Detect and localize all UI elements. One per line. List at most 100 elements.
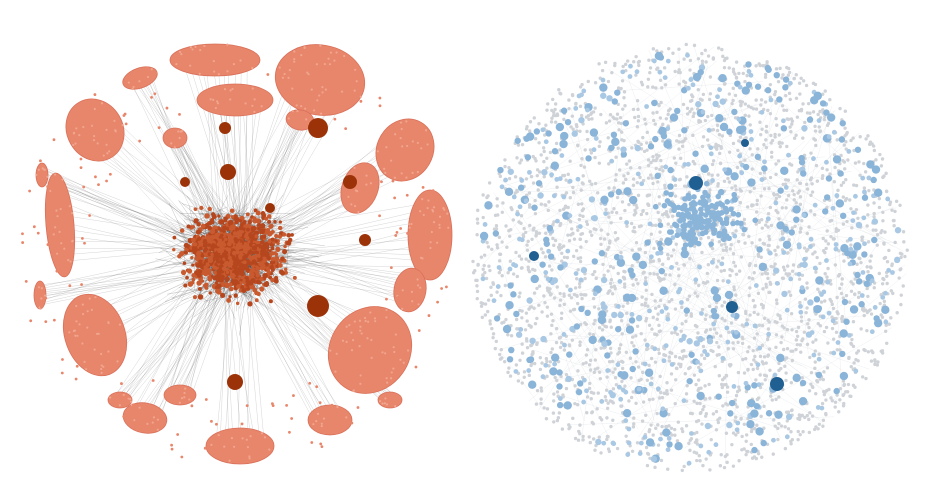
right-background-node [634, 241, 639, 245]
right-background-node [814, 163, 819, 168]
right-background-node [683, 81, 688, 85]
left-core-node [179, 228, 185, 233]
right-background-node [666, 222, 671, 226]
left-core-edge [236, 288, 239, 312]
right-background-node [717, 132, 722, 137]
right-background-node [517, 254, 522, 258]
right-background-node [706, 138, 710, 142]
right-background-node [661, 122, 665, 127]
left-core-node [255, 210, 261, 216]
left-peripheral-node [264, 105, 268, 109]
left-cluster-node [109, 396, 112, 399]
right-background-node [784, 206, 788, 210]
right-background-node [653, 122, 657, 126]
right-background-node [822, 117, 827, 122]
right-background-node [898, 203, 902, 207]
left-edge [239, 186, 360, 251]
right-background-node [533, 321, 538, 326]
right-background-node [704, 457, 708, 461]
right-background-node [636, 260, 640, 264]
right-background-node [546, 208, 550, 213]
right-background-node [822, 389, 826, 394]
right-background-node [552, 110, 556, 115]
left-core-node [265, 266, 271, 272]
left-hub-node [359, 234, 371, 246]
left-cluster-node [438, 223, 441, 226]
right-background-node [680, 468, 684, 473]
right-background-node [762, 404, 766, 409]
right-background-node [651, 259, 656, 263]
left-peripheral-node [333, 117, 337, 121]
left-cluster-node [386, 381, 389, 384]
left-peripheral-node [130, 70, 134, 74]
left-cluster-node [353, 320, 356, 323]
left-peripheral-node [308, 381, 312, 385]
left-cluster-node [352, 338, 355, 342]
left-cluster-node [105, 143, 108, 146]
left-core-node [198, 246, 203, 251]
right-background-node [585, 411, 589, 415]
right-background-node [779, 340, 783, 345]
left-core-node [210, 235, 215, 239]
left-cluster-node [183, 396, 186, 399]
right-background-node [567, 426, 571, 431]
left-core-node [262, 234, 267, 239]
right-edge [800, 116, 830, 152]
right-background-node [555, 112, 560, 116]
left-core-node [225, 279, 229, 283]
right-background-node [711, 159, 716, 163]
right-background-node [576, 268, 580, 272]
right-background-node [838, 348, 842, 352]
right-background-node [880, 349, 885, 353]
right-background-node [868, 259, 872, 263]
right-background-node [671, 214, 675, 218]
right-background-node [873, 362, 877, 367]
right-background-node [487, 264, 491, 268]
right-background-node [871, 350, 875, 355]
right-background-node [543, 274, 548, 278]
left-cluster-node [130, 400, 133, 403]
right-background-node [658, 396, 662, 400]
left-cluster-node [68, 331, 71, 334]
right-background-node [823, 271, 827, 276]
left-peripheral-node [52, 138, 56, 142]
right-background-node [780, 104, 785, 108]
right-background-node [653, 332, 657, 336]
left-cluster-node [67, 259, 70, 262]
right-background-node [481, 273, 485, 277]
right-background-node [745, 449, 749, 454]
left-core-node [211, 243, 216, 248]
left-peripheral-node [318, 401, 322, 405]
right-background-node [866, 294, 870, 299]
left-cluster-node [198, 72, 201, 75]
right-background-node [640, 83, 645, 87]
right-background-node [659, 100, 663, 105]
right-background-node [813, 138, 818, 142]
right-background-node [854, 357, 858, 362]
right-background-node [790, 328, 794, 332]
left-core-node [239, 270, 245, 277]
left-cluster-node [179, 130, 182, 133]
right-background-node [479, 301, 483, 305]
right-background-node [790, 122, 794, 126]
right-background-node [609, 351, 613, 355]
right-edge [499, 179, 796, 347]
right-background-node [705, 280, 710, 284]
right-background-node [782, 108, 786, 112]
left-core-node [211, 214, 217, 220]
left-cluster-node [191, 48, 194, 51]
right-background-node [607, 186, 611, 190]
right-background-node [764, 145, 769, 150]
right-background-node [776, 79, 781, 84]
left-cluster-node [122, 393, 125, 397]
right-background-node [482, 263, 486, 268]
right-background-node [901, 284, 905, 288]
right-background-node [578, 129, 582, 133]
right-background-node [545, 108, 549, 112]
right-background-node [649, 173, 653, 177]
right-background-node [747, 293, 751, 298]
right-background-node [516, 379, 521, 383]
left-cluster-node [385, 308, 388, 312]
left-cluster-node [421, 198, 424, 201]
right-background-node [621, 304, 625, 308]
